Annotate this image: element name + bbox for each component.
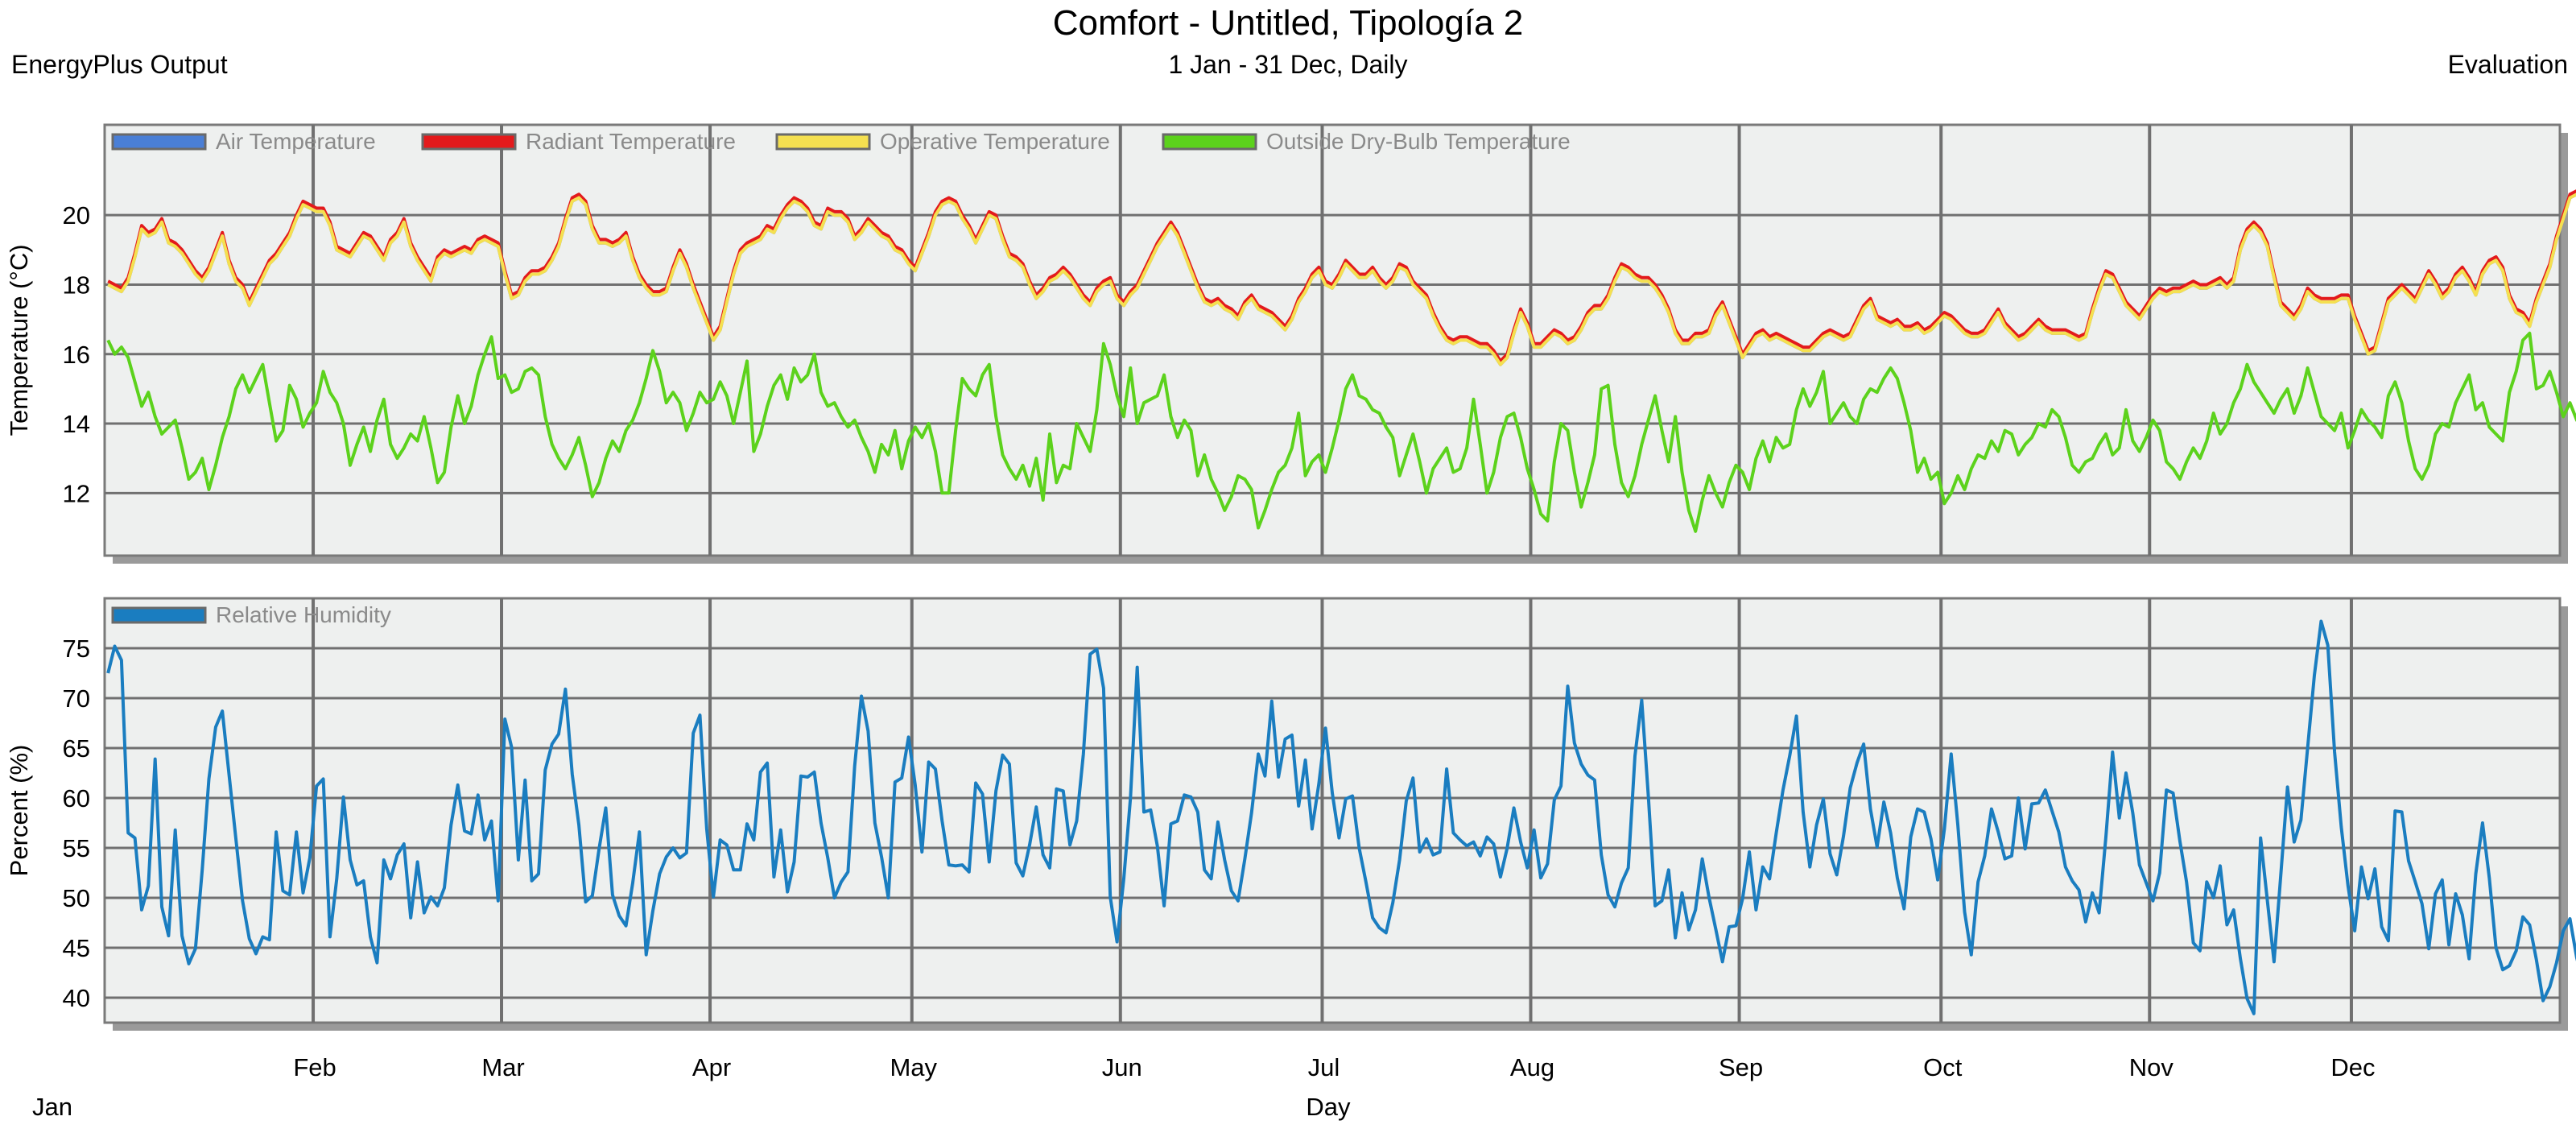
temperature-panel: 12 14 16 18 20 Temperature (°C) Air Temperatur… [5, 123, 2576, 564]
x-tick-label: Feb [293, 1053, 336, 1081]
humidity-panel: 40 45 50 55 60 65 70 75 Percent (%) Relative Humi… [5, 597, 2576, 1031]
legend-label: Operative Temperature [880, 129, 1110, 154]
x-tick-label: Jul [1308, 1053, 1340, 1081]
y-tick-label: 18 [63, 271, 90, 299]
plot-area [103, 123, 2562, 557]
plot-area [103, 597, 2562, 1024]
legend-swatch [775, 133, 871, 151]
legend-label: Radiant Temperature [526, 129, 736, 154]
date-range-subtitle: 1 Jan - 31 Dec, Daily [1168, 50, 1408, 79]
series-line [106, 331, 2576, 533]
y-tick-label: 45 [63, 934, 90, 962]
legend-swatch [1162, 133, 1257, 151]
y-tick-label: 14 [63, 410, 90, 438]
legend-swatch [111, 133, 207, 151]
y-tick-label: 70 [63, 684, 90, 713]
y-tick-label: 60 [63, 784, 90, 812]
x-tick-label: May [890, 1053, 937, 1081]
y-tick-label: 55 [63, 834, 90, 862]
series-line [107, 192, 2576, 366]
x-axis: Jan Feb Mar Apr May Jun Jul Aug Sep Oct Nov Dec Day [32, 1053, 2376, 1121]
source-label: EnergyPlus Output [11, 50, 228, 79]
legend-swatch [111, 606, 207, 624]
x-tick-label: Aug [1510, 1053, 1554, 1081]
x-tick-label: Sep [1719, 1053, 1763, 1081]
y-tick-label: 65 [63, 734, 90, 763]
x-tick-label: Apr [692, 1053, 731, 1081]
x-tick-label: Dec [2330, 1053, 2375, 1081]
y-tick-label: 75 [63, 635, 90, 663]
x-tick-label: Mar [481, 1053, 524, 1081]
legend-label: Air Temperature [216, 129, 376, 154]
y-axis-label: Temperature (°C) [5, 244, 33, 436]
series-line [107, 189, 2576, 363]
x-tick-label: Nov [2129, 1053, 2174, 1081]
evaluation-label: Evaluation [2447, 50, 2568, 79]
legend-swatch [421, 133, 517, 151]
series-line [106, 619, 2576, 1015]
x-tick-label: Jan [32, 1093, 72, 1121]
x-tick-label: Oct [1923, 1053, 1963, 1081]
x-tick-label: Jun [1102, 1053, 1142, 1081]
legend-label: Outside Dry-Bulb Temperature [1266, 129, 1571, 154]
chart-title: Comfort - Untitled, Tipología 2 [1052, 3, 1524, 43]
y-tick-label: 50 [63, 884, 90, 912]
y-tick-label: 16 [63, 341, 90, 369]
legend-label: Relative Humidity [216, 602, 391, 627]
y-tick-label: 40 [63, 984, 90, 1012]
y-tick-label: 20 [63, 201, 90, 229]
x-axis-label: Day [1306, 1093, 1351, 1121]
y-axis-label: Percent (%) [5, 745, 33, 877]
y-tick-label: 12 [63, 479, 90, 507]
